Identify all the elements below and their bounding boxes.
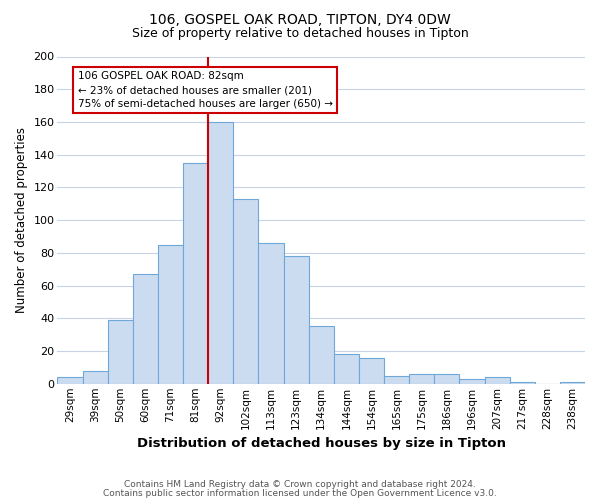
Bar [460, 379, 485, 384]
Bar [509, 382, 535, 384]
Bar [259, 243, 284, 384]
Text: Contains public sector information licensed under the Open Government Licence v3: Contains public sector information licen… [103, 488, 497, 498]
Bar [133, 274, 158, 384]
Bar [409, 374, 434, 384]
Bar [158, 244, 183, 384]
Bar [334, 354, 359, 384]
Bar [284, 256, 308, 384]
Bar [560, 382, 585, 384]
Text: Contains HM Land Registry data © Crown copyright and database right 2024.: Contains HM Land Registry data © Crown c… [124, 480, 476, 489]
Bar [183, 163, 208, 384]
Bar [108, 320, 133, 384]
Bar [359, 358, 384, 384]
Bar [384, 376, 409, 384]
Bar [485, 377, 509, 384]
Bar [434, 374, 460, 384]
Bar [83, 370, 108, 384]
Y-axis label: Number of detached properties: Number of detached properties [15, 127, 28, 313]
Text: 106, GOSPEL OAK ROAD, TIPTON, DY4 0DW: 106, GOSPEL OAK ROAD, TIPTON, DY4 0DW [149, 12, 451, 26]
X-axis label: Distribution of detached houses by size in Tipton: Distribution of detached houses by size … [137, 437, 506, 450]
Text: 106 GOSPEL OAK ROAD: 82sqm
← 23% of detached houses are smaller (201)
75% of sem: 106 GOSPEL OAK ROAD: 82sqm ← 23% of deta… [77, 71, 332, 109]
Bar [233, 199, 259, 384]
Bar [308, 326, 334, 384]
Text: Size of property relative to detached houses in Tipton: Size of property relative to detached ho… [131, 28, 469, 40]
Bar [208, 122, 233, 384]
Bar [58, 377, 83, 384]
